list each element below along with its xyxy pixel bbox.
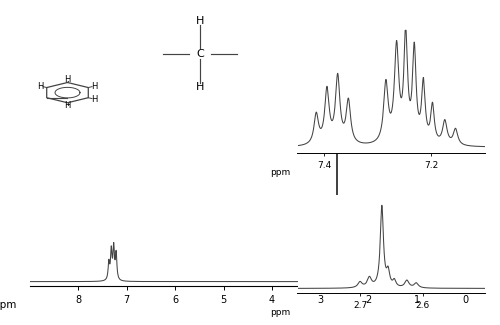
Text: H: H — [196, 16, 204, 26]
Text: ppm: ppm — [270, 168, 290, 177]
Text: H: H — [196, 82, 204, 92]
Text: H: H — [38, 82, 44, 91]
Text: ppm: ppm — [0, 300, 16, 310]
Text: H: H — [92, 82, 98, 91]
Text: TMS: TMS — [332, 215, 453, 277]
Text: H: H — [64, 75, 70, 84]
Text: ppm: ppm — [270, 308, 290, 317]
Text: H: H — [92, 95, 98, 104]
Text: C: C — [196, 49, 204, 58]
Text: H: H — [64, 101, 70, 110]
